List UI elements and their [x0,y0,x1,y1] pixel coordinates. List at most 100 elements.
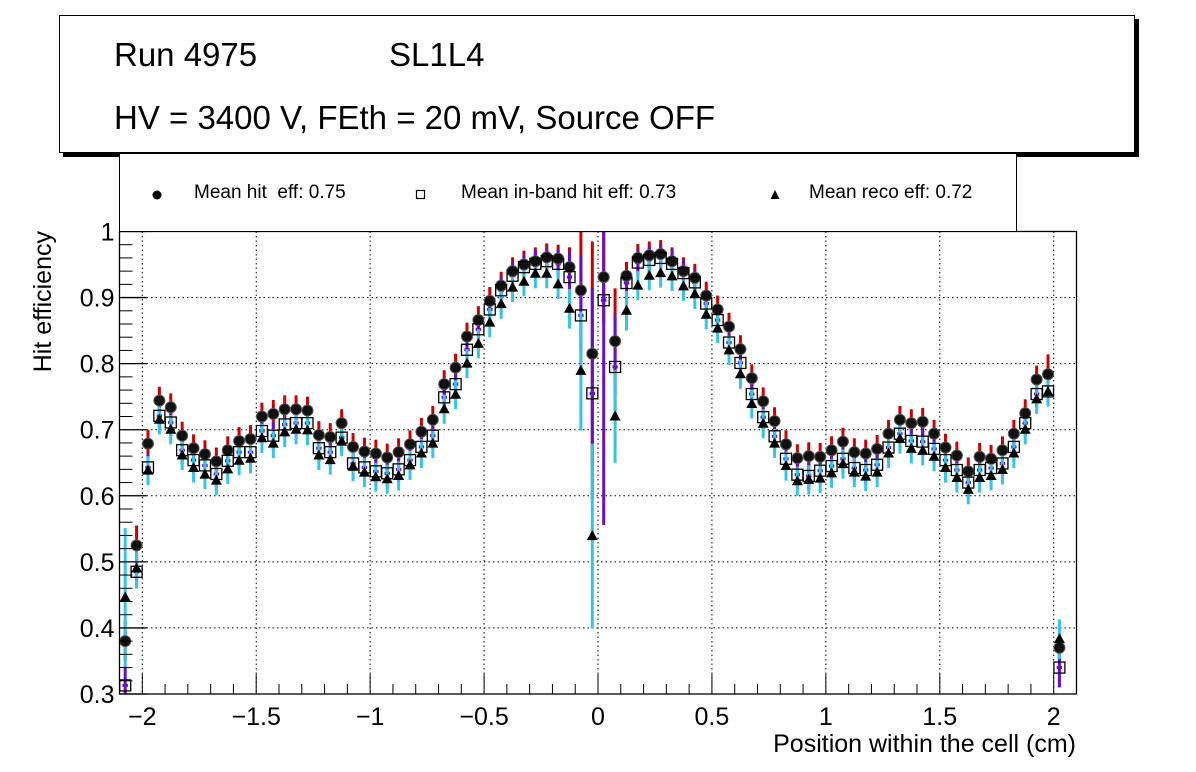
hit-eff-point [1030,373,1043,386]
y-tick-label: 0.3 [80,681,115,709]
reco-eff-point [233,454,245,465]
reco-eff-point [928,450,940,461]
reco-eff-point [1042,386,1054,397]
inband-eff-point [586,387,599,400]
inband-eff-point [495,284,508,297]
hit-eff-point [438,378,451,391]
inband-eff-point [665,257,679,271]
hit-eff-point [267,407,280,420]
y-tick-label: 0.6 [80,483,115,511]
hit-eff-point [734,343,747,356]
hit-eff-point [859,447,872,460]
x-tick-label: −1 [356,703,385,731]
y-tick-label: 0.4 [80,615,115,643]
x-tick-label: 0 [591,703,605,731]
reco-eff-point [518,275,530,286]
reco-eff-point [780,460,792,471]
reco-eff-point [757,417,769,428]
inband-eff-point [1053,661,1066,674]
reco-eff-point [917,444,929,455]
hit-eff-point [950,449,963,462]
hit-eff-point [187,442,200,455]
x-axis-title: Position within the cell (cm) [773,730,1076,758]
inband-eff-point [483,303,496,316]
reco-eff-point [245,452,257,463]
reco-eff-point [301,424,313,435]
hit-eff-point [836,435,849,448]
reco-eff-point [347,460,359,471]
reco-eff-point [256,432,268,443]
hit-eff-point [335,417,348,430]
reco-eff-point [552,278,564,289]
hit-eff-point [871,442,884,455]
hit-eff-point [392,446,405,459]
inband-eff-point [688,276,701,289]
hit-eff-point [814,450,827,463]
hit-eff-point [574,284,587,297]
reco-eff-point [188,462,200,473]
reco-eff-point [324,454,336,465]
reco-eff-point [803,473,815,484]
hit-eff-point [882,427,895,440]
reco-eff-point [689,288,701,299]
hit-eff-point [347,440,360,453]
reco-eff-point [871,466,883,477]
hit-eff-point [745,372,758,385]
hit-eff-point [802,450,815,463]
x-tick-label: 0.5 [695,703,730,731]
inband-eff-point [506,269,519,282]
reco-eff-point [1031,393,1043,404]
reco-eff-point [438,403,450,414]
hit-eff-point [1007,427,1020,440]
reco-eff-point [472,337,484,348]
reco-eff-point [564,302,576,313]
hit-eff-point [426,413,439,426]
reco-eff-point [769,437,781,448]
reco-eff-point [1019,423,1031,434]
reco-eff-point [450,388,462,399]
inband-eff-point [677,266,690,280]
x-tick-label: 2 [1047,703,1061,731]
y-tick-label: 0.7 [80,417,115,445]
reco-eff-point [393,469,405,480]
hit-eff-point [1019,407,1032,420]
reco-eff-point [210,474,222,485]
reco-eff-point [495,298,507,309]
hit-eff-point [506,265,519,278]
inband-eff-point [574,309,588,322]
hit-eff-point [586,347,599,360]
hit-eff-point [916,415,929,428]
reco-eff-point [541,267,553,278]
hit-eff-point [244,432,257,445]
reco-eff-point [279,426,291,437]
reco-eff-point [620,304,632,315]
reco-eff-point [814,472,826,483]
inband-eff-point [472,323,485,336]
hit-eff-point [381,451,394,464]
hit-eff-point [893,413,906,426]
hit-eff-point [130,539,143,552]
hit-eff-point [141,437,154,450]
hit-eff-point [928,427,941,440]
reco-eff-point [336,435,348,446]
reco-eff-point [848,466,860,477]
hit-eff-point [404,438,417,451]
reco-eff-point [655,267,667,278]
conditions-label: HV = 3400 V, FEth = 20 mV, Source OFF [114,99,716,136]
y-tick-label: 0.9 [80,285,115,313]
reco-eff-point [313,449,325,460]
x-tick-label: −2 [128,703,157,731]
reco-eff-point [165,423,177,434]
inband-eff-point [438,391,451,404]
reco-eff-point [199,468,211,479]
hit-eff-point [290,403,303,416]
reco-eff-point [176,449,188,460]
axis-ticks [119,230,1077,695]
x-tick-label: 1 [819,703,833,731]
hit-eff-point [779,438,792,451]
legend: Mean hit eff: 0.75 Mean in-band hit eff:… [119,154,1017,232]
reco-eff-point [939,462,951,473]
hit-eff-point [768,415,781,428]
reco-eff-point [381,473,393,484]
